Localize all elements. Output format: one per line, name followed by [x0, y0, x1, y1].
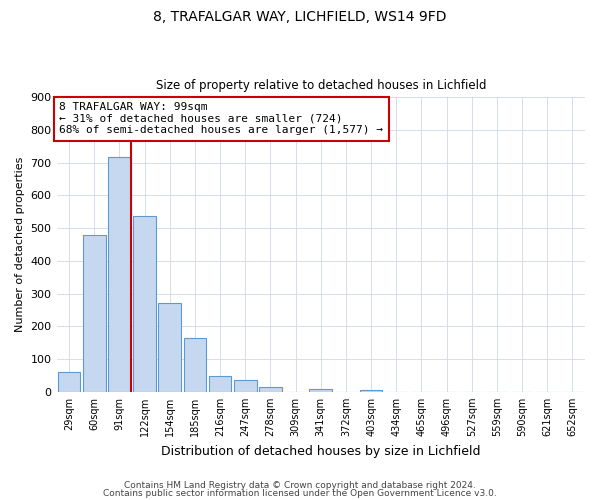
Text: Contains HM Land Registry data © Crown copyright and database right 2024.: Contains HM Land Registry data © Crown c…	[124, 481, 476, 490]
Text: 8, TRAFALGAR WAY, LICHFIELD, WS14 9FD: 8, TRAFALGAR WAY, LICHFIELD, WS14 9FD	[153, 10, 447, 24]
Bar	[259, 387, 282, 392]
Bar	[133, 216, 156, 392]
Text: Contains public sector information licensed under the Open Government Licence v3: Contains public sector information licen…	[103, 488, 497, 498]
Bar	[83, 236, 106, 392]
Bar	[209, 376, 232, 392]
Bar	[108, 157, 131, 392]
Bar	[58, 372, 80, 392]
Bar	[158, 303, 181, 392]
Bar	[310, 389, 332, 392]
X-axis label: Distribution of detached houses by size in Lichfield: Distribution of detached houses by size …	[161, 444, 481, 458]
Text: 8 TRAFALGAR WAY: 99sqm
← 31% of detached houses are smaller (724)
68% of semi-de: 8 TRAFALGAR WAY: 99sqm ← 31% of detached…	[59, 102, 383, 136]
Bar	[234, 380, 257, 392]
Y-axis label: Number of detached properties: Number of detached properties	[15, 157, 25, 332]
Title: Size of property relative to detached houses in Lichfield: Size of property relative to detached ho…	[155, 79, 486, 92]
Bar	[360, 390, 382, 392]
Bar	[184, 338, 206, 392]
